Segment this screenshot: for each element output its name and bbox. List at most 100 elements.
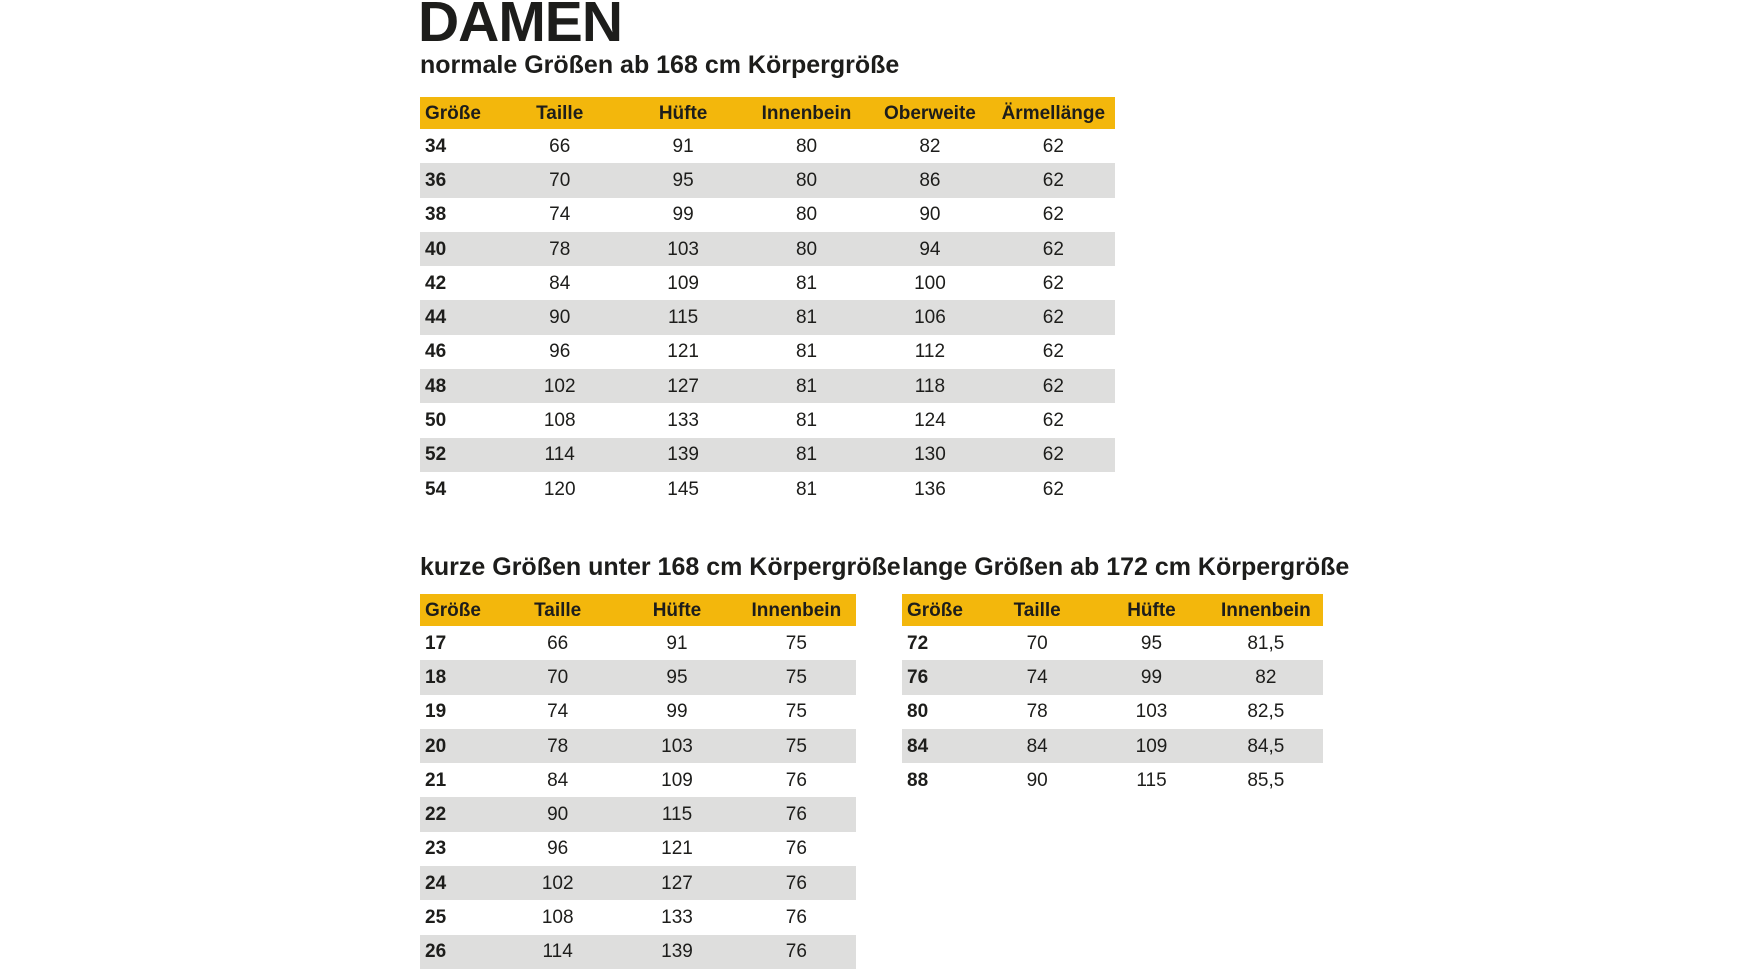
value-cell: 114 [542, 941, 573, 963]
value-cell: 76 [785, 769, 807, 791]
value-cell: 84 [547, 769, 569, 791]
value-cell: 62 [1042, 238, 1064, 260]
value-cell: 62 [1042, 410, 1064, 432]
table-row: 25 108 133 76 [420, 900, 856, 934]
size-cell: 18 [425, 666, 447, 688]
value-cell: 81 [795, 444, 818, 466]
value-cell: 80 [795, 238, 818, 260]
value-cell: 121 [661, 838, 693, 860]
value-cell: 76 [785, 941, 807, 963]
value-cell: 80 [795, 135, 818, 157]
value-cell: 130 [914, 444, 946, 466]
table-row: 38 74 99 80 90 62 [420, 198, 1115, 232]
value-cell: 102 [541, 872, 574, 894]
table-row: 52 114 139 81 130 62 [420, 437, 1115, 472]
header-cell: Innenbein [1220, 599, 1311, 621]
value-cell: 127 [661, 872, 693, 894]
value-cell: 62 [1042, 478, 1064, 500]
table-row: 88 90 115 85,5 [902, 763, 1323, 797]
value-cell: 99 [1140, 666, 1163, 688]
value-cell: 74 [549, 204, 571, 226]
value-cell: 136 [914, 478, 946, 500]
value-cell: 106 [914, 307, 946, 329]
value-cell: 103 [1135, 701, 1168, 723]
table-row: 80 78 103 82,5 [902, 695, 1323, 729]
table-row: 18 70 95 75 [420, 660, 856, 695]
value-cell: 127 [667, 375, 699, 397]
value-cell: 95 [1140, 632, 1163, 654]
value-cell: 76 [785, 838, 807, 860]
table-row: 44 90 115 81 106 62 [420, 300, 1115, 335]
header-cell: Innenbein [761, 102, 852, 124]
normal-sizes-table: Größe Taille Hüfte Innenbein Oberweite Ärmell… [420, 97, 1115, 506]
value-cell: 74 [1026, 666, 1048, 688]
header-cell: Hüfte [652, 599, 702, 621]
table-header-row: Größe Taille Hüfte Innenbein Oberweite Ärmell… [420, 97, 1115, 129]
size-cell: 24 [425, 872, 447, 894]
table-row: 20 78 103 75 [420, 728, 856, 764]
size-cell: 21 [425, 769, 447, 791]
value-cell: 95 [672, 169, 694, 191]
size-cell: 20 [425, 735, 447, 757]
value-cell: 90 [547, 804, 569, 826]
header-cell: Taille [1013, 599, 1061, 621]
size-cell: 80 [907, 701, 929, 723]
page-title: DAMEN [418, 0, 623, 54]
value-cell: 115 [667, 307, 699, 329]
value-cell: 62 [1042, 272, 1064, 294]
value-cell: 82 [919, 135, 941, 157]
size-cell: 17 [425, 632, 447, 654]
value-cell: 115 [1136, 769, 1167, 791]
table-row: 50 108 133 81 124 62 [420, 403, 1115, 437]
size-cell: 36 [425, 169, 447, 191]
header-cell: Größe [907, 599, 963, 621]
value-cell: 109 [661, 769, 693, 791]
size-cell: 26 [425, 941, 447, 963]
value-cell: 103 [667, 238, 699, 260]
header-cell: Oberweite [883, 102, 976, 124]
value-cell: 96 [549, 341, 571, 363]
table-row: 34 66 91 80 82 62 [420, 129, 1115, 163]
size-cell: 38 [425, 204, 447, 226]
value-cell: 99 [666, 701, 688, 723]
table-row: 19 74 99 75 [420, 695, 856, 729]
value-cell: 62 [1042, 307, 1064, 329]
value-cell: 118 [914, 375, 946, 397]
header-cell: Innenbein [751, 599, 842, 621]
value-cell: 90 [549, 307, 571, 329]
value-cell: 81 [795, 272, 818, 294]
value-cell: 62 [1042, 444, 1064, 466]
header-cell: Größe [425, 599, 481, 621]
table-row: 76 74 99 82 [902, 660, 1323, 695]
size-cell: 25 [425, 907, 447, 929]
value-cell: 80 [795, 204, 818, 226]
value-cell: 85,5 [1247, 769, 1285, 791]
value-cell: 62 [1042, 341, 1064, 363]
value-cell: 91 [666, 632, 688, 654]
table-row: 17 66 91 75 [420, 626, 856, 660]
value-cell: 62 [1042, 375, 1064, 397]
header-cell: Ärmellänge [1001, 102, 1106, 124]
header-cell: Taille [536, 102, 584, 124]
size-cell: 48 [425, 375, 447, 397]
value-cell: 96 [547, 838, 569, 860]
size-cell: 23 [425, 838, 447, 860]
value-cell: 139 [667, 444, 699, 466]
value-cell: 78 [1026, 701, 1048, 723]
value-cell: 145 [667, 478, 699, 500]
header-cell: Taille [534, 599, 582, 621]
value-cell: 81 [795, 307, 818, 329]
value-cell: 70 [1026, 632, 1048, 654]
size-cell: 72 [907, 632, 929, 654]
value-cell: 108 [543, 410, 576, 432]
table-row: 21 84 109 76 [420, 763, 856, 797]
value-cell: 133 [667, 410, 699, 432]
short-sizes-table: Größe Taille Hüfte Innenbein 17 66 91 75 18 70 95 7… [420, 594, 856, 969]
value-cell: 75 [785, 701, 807, 723]
table-row: 26 114 139 76 [420, 934, 856, 969]
value-cell: 108 [541, 907, 574, 929]
value-cell: 112 [914, 341, 946, 363]
value-cell: 78 [549, 238, 571, 260]
size-cell: 88 [907, 769, 929, 791]
